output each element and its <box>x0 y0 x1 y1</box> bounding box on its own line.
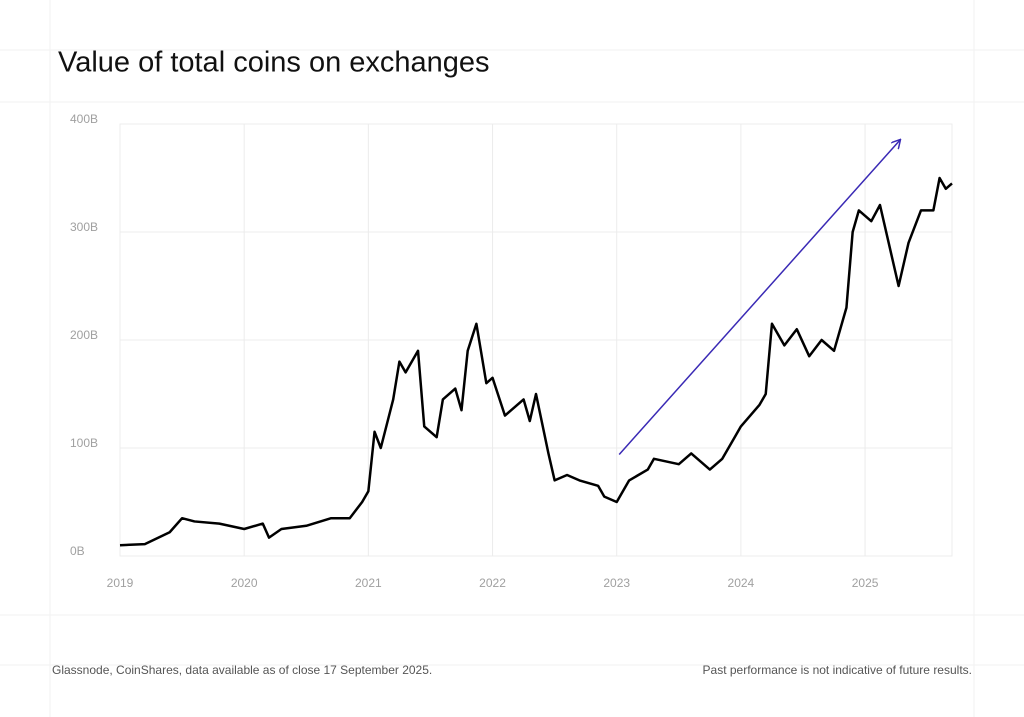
y-tick-label: 100B <box>70 436 98 450</box>
x-tick-label: 2024 <box>728 576 755 590</box>
x-tick-label: 2020 <box>231 576 258 590</box>
x-tick-label: 2023 <box>603 576 630 590</box>
disclaimer: Past performance is not indicative of fu… <box>703 663 972 677</box>
y-tick-label: 200B <box>70 328 98 342</box>
chart-title: Value of total coins on exchanges <box>58 47 490 79</box>
x-tick-label: 2019 <box>107 576 134 590</box>
y-tick-label: 300B <box>70 220 98 234</box>
trend-arrow <box>618 140 900 455</box>
y-tick-label: 0B <box>70 544 85 558</box>
source-note: Glassnode, CoinShares, data available as… <box>52 663 432 677</box>
data-line <box>119 176 953 547</box>
x-tick-label: 2025 <box>852 576 879 590</box>
y-tick-label: 400B <box>70 112 98 126</box>
x-tick-label: 2022 <box>479 576 506 590</box>
x-tick-label: 2021 <box>355 576 382 590</box>
